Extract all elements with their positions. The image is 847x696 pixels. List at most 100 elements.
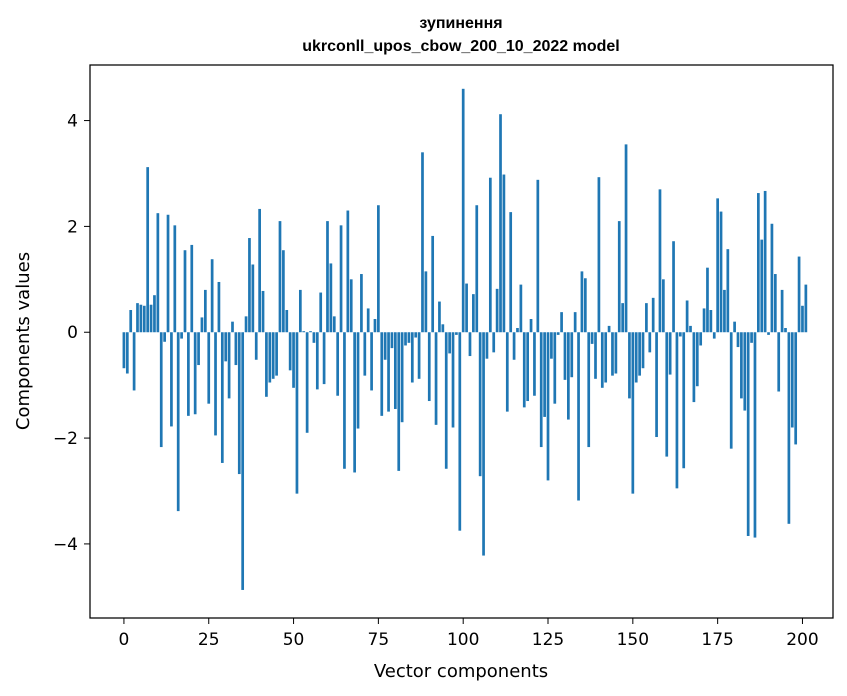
bar <box>214 332 217 436</box>
bar <box>244 316 248 333</box>
x-ticks: 0 25 50 75 100 125 150 175 200 <box>119 618 819 650</box>
bar <box>136 303 139 333</box>
bar <box>492 332 496 353</box>
bar <box>305 332 309 433</box>
bar <box>543 332 546 417</box>
bar <box>407 332 411 343</box>
bar <box>312 332 316 343</box>
bar <box>546 332 550 481</box>
bar <box>753 332 757 538</box>
bar <box>353 332 356 473</box>
bar <box>278 221 282 333</box>
bar <box>709 310 713 333</box>
bar <box>682 332 686 469</box>
bar <box>343 332 346 469</box>
bar <box>149 304 153 333</box>
bar <box>288 332 292 371</box>
bar <box>163 332 166 342</box>
bar <box>590 332 594 344</box>
bar <box>224 332 228 362</box>
y-axis-label: Components values <box>13 252 34 430</box>
bar <box>377 205 380 333</box>
bar <box>122 332 126 369</box>
bar <box>227 332 231 399</box>
bar <box>678 332 682 337</box>
bar <box>770 223 774 333</box>
bar <box>390 332 394 349</box>
bar <box>801 305 804 333</box>
y-ticks: −4 −2 0 2 4 <box>53 112 90 555</box>
bar <box>468 332 472 357</box>
bar <box>356 332 360 429</box>
bar <box>271 332 275 379</box>
bar <box>241 332 245 590</box>
bar <box>522 332 526 408</box>
bar <box>427 332 431 402</box>
bar <box>597 177 601 333</box>
bar <box>332 316 336 333</box>
bar <box>658 189 662 333</box>
bar <box>237 332 241 475</box>
bar <box>465 283 468 333</box>
bar <box>298 289 302 333</box>
bar <box>309 331 312 333</box>
bar <box>234 332 238 366</box>
bar <box>461 88 465 333</box>
bar <box>529 319 533 333</box>
bar <box>526 332 530 402</box>
bar <box>519 284 523 333</box>
bar <box>176 332 180 512</box>
bar <box>638 332 641 376</box>
bar <box>716 198 719 333</box>
bar <box>702 308 706 333</box>
bar <box>780 289 784 333</box>
bar <box>495 288 499 333</box>
bar <box>421 152 424 333</box>
bar <box>329 263 333 333</box>
bar <box>604 332 608 383</box>
bar <box>139 304 143 333</box>
bar <box>746 332 750 536</box>
bar <box>166 214 170 333</box>
bar <box>577 332 580 501</box>
bar <box>251 264 255 333</box>
bar <box>295 332 299 494</box>
x-tick-label: 200 <box>786 630 818 650</box>
bar <box>254 332 258 360</box>
bar <box>397 332 401 471</box>
bar <box>641 332 645 369</box>
bar <box>580 271 584 333</box>
bar <box>560 312 563 333</box>
bar <box>217 281 221 333</box>
x-tick-label: 125 <box>532 630 564 650</box>
bar <box>790 332 794 428</box>
bar <box>319 292 323 333</box>
bar <box>363 332 367 376</box>
bar <box>193 332 197 415</box>
bar <box>729 332 733 449</box>
bar <box>339 225 343 333</box>
bar <box>410 332 414 383</box>
bar <box>614 332 618 374</box>
bar <box>689 325 692 333</box>
bar <box>203 289 207 333</box>
bar <box>441 324 445 333</box>
bar <box>607 325 611 333</box>
bar <box>665 332 669 457</box>
bar <box>146 167 150 333</box>
bar <box>553 332 557 404</box>
bar <box>322 332 326 385</box>
bar <box>349 279 353 333</box>
y-tick-label: −4 <box>53 535 78 555</box>
bar <box>373 319 377 333</box>
bar <box>248 238 251 333</box>
bar <box>387 332 390 412</box>
bar <box>617 221 621 333</box>
bar <box>773 274 777 333</box>
bar <box>220 332 224 463</box>
y-tick-label: −2 <box>53 429 78 449</box>
bar <box>695 332 699 387</box>
bar <box>563 332 567 380</box>
bar <box>315 332 319 390</box>
